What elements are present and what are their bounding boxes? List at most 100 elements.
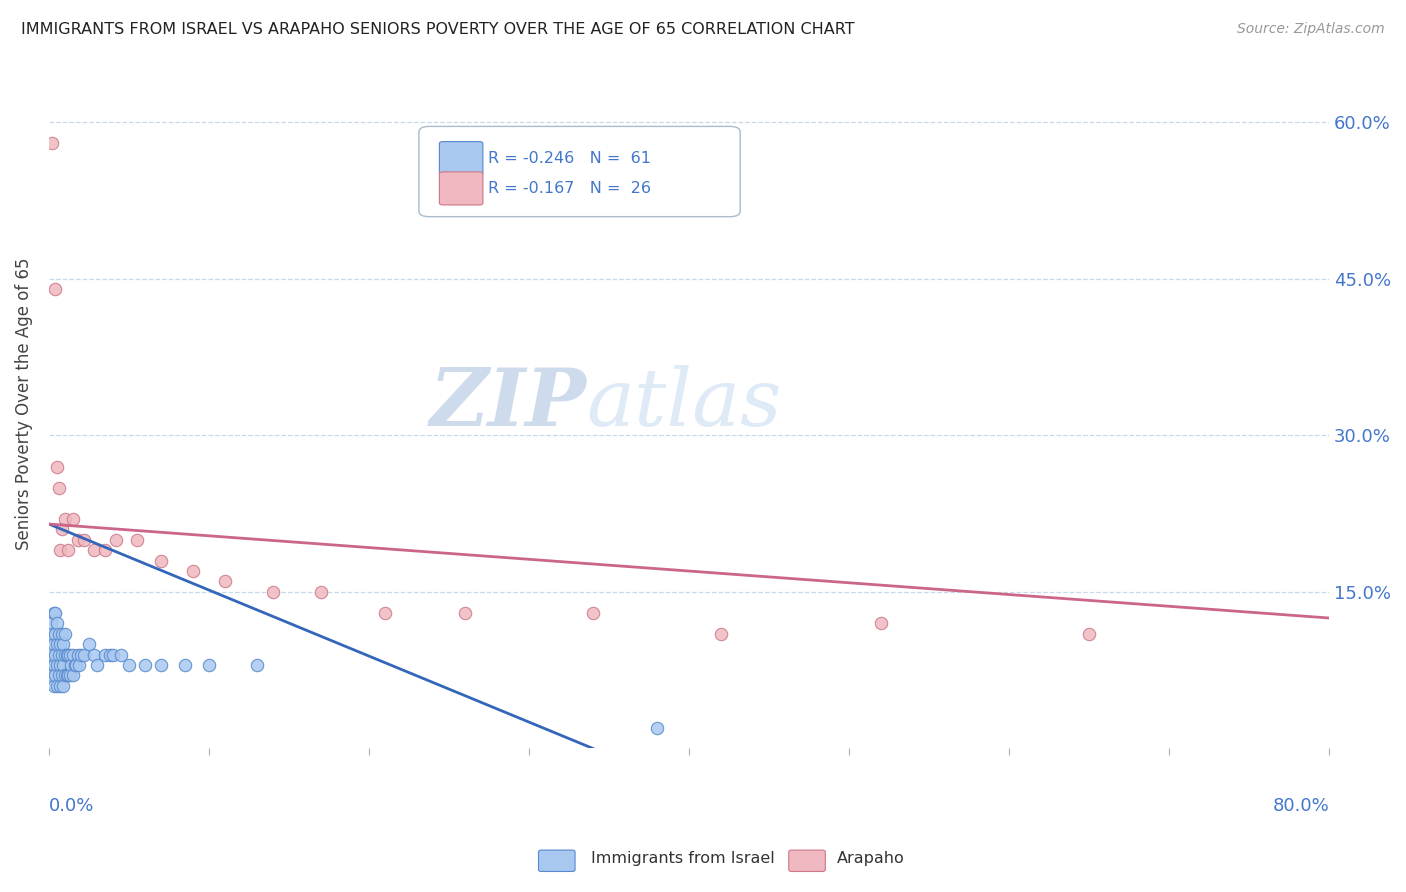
- Point: [149, 553, 172, 567]
- Point: [44, 626, 66, 640]
- Point: [41, 626, 63, 640]
- Point: [73, 648, 96, 662]
- Y-axis label: Seniors Poverty Over the Age of 65: Seniors Poverty Over the Age of 65: [15, 258, 32, 550]
- Point: [44, 648, 66, 662]
- Text: Arapaho: Arapaho: [837, 851, 904, 865]
- Point: [42, 657, 65, 672]
- Point: [59, 668, 82, 682]
- Point: [53, 626, 76, 640]
- Point: [105, 533, 128, 547]
- Point: [77, 637, 100, 651]
- Point: [46, 637, 69, 651]
- Point: [53, 668, 76, 682]
- Point: [51, 648, 73, 662]
- Point: [49, 679, 72, 693]
- Point: [94, 543, 117, 558]
- Text: R = -0.167   N =  26: R = -0.167 N = 26: [488, 181, 651, 196]
- Point: [49, 543, 72, 558]
- FancyBboxPatch shape: [440, 142, 482, 175]
- Point: [710, 626, 733, 640]
- Point: [51, 626, 73, 640]
- Point: [214, 574, 236, 589]
- Point: [48, 648, 70, 662]
- Point: [60, 657, 83, 672]
- Point: [55, 648, 77, 662]
- Text: Source: ZipAtlas.com: Source: ZipAtlas.com: [1237, 22, 1385, 37]
- Point: [181, 564, 204, 578]
- Point: [262, 585, 284, 599]
- Point: [41, 668, 63, 682]
- Point: [41, 136, 63, 150]
- Point: [42, 606, 65, 620]
- Point: [62, 648, 84, 662]
- Point: [98, 648, 121, 662]
- Point: [86, 657, 108, 672]
- Point: [870, 616, 893, 631]
- Point: [53, 512, 76, 526]
- Point: [52, 679, 75, 693]
- Point: [44, 668, 66, 682]
- Point: [582, 606, 605, 620]
- Text: atlas: atlas: [586, 366, 782, 442]
- Point: [46, 459, 69, 474]
- Point: [70, 648, 93, 662]
- Point: [49, 637, 72, 651]
- Point: [42, 679, 65, 693]
- Point: [83, 543, 105, 558]
- Text: IMMIGRANTS FROM ISRAEL VS ARAPAHO SENIORS POVERTY OVER THE AGE OF 65 CORRELATION: IMMIGRANTS FROM ISRAEL VS ARAPAHO SENIOR…: [21, 22, 855, 37]
- Point: [67, 657, 90, 672]
- Point: [174, 657, 197, 672]
- Point: [63, 657, 86, 672]
- FancyBboxPatch shape: [419, 127, 740, 217]
- Text: 0.0%: 0.0%: [49, 797, 94, 814]
- Point: [52, 637, 75, 651]
- Point: [246, 657, 269, 672]
- Point: [51, 522, 73, 536]
- Point: [39, 616, 62, 631]
- Point: [44, 282, 66, 296]
- Point: [39, 657, 62, 672]
- Point: [55, 668, 77, 682]
- Text: Immigrants from Israel: Immigrants from Israel: [591, 851, 775, 865]
- Point: [83, 648, 105, 662]
- Point: [56, 543, 79, 558]
- Point: [48, 668, 70, 682]
- Point: [134, 657, 156, 672]
- Point: [149, 657, 172, 672]
- Point: [110, 648, 132, 662]
- Point: [48, 626, 70, 640]
- Point: [374, 606, 396, 620]
- Text: ZIP: ZIP: [430, 366, 586, 442]
- Point: [53, 648, 76, 662]
- Point: [52, 657, 75, 672]
- FancyBboxPatch shape: [440, 172, 482, 205]
- Point: [66, 533, 89, 547]
- Point: [51, 668, 73, 682]
- Point: [49, 657, 72, 672]
- Point: [66, 648, 89, 662]
- Point: [118, 657, 141, 672]
- Point: [46, 657, 69, 672]
- Point: [59, 648, 82, 662]
- Point: [1078, 626, 1101, 640]
- Point: [46, 616, 69, 631]
- Point: [65, 657, 87, 672]
- Point: [198, 657, 221, 672]
- Text: 80.0%: 80.0%: [1272, 797, 1329, 814]
- Point: [94, 648, 117, 662]
- Point: [454, 606, 477, 620]
- Point: [56, 648, 79, 662]
- Point: [125, 533, 148, 547]
- Point: [41, 648, 63, 662]
- Point: [101, 648, 124, 662]
- Point: [62, 512, 84, 526]
- Point: [46, 679, 69, 693]
- Point: [62, 668, 84, 682]
- Point: [42, 637, 65, 651]
- Text: R = -0.246   N =  61: R = -0.246 N = 61: [488, 151, 651, 166]
- Point: [645, 721, 668, 735]
- Point: [73, 533, 96, 547]
- Point: [309, 585, 332, 599]
- Point: [56, 668, 79, 682]
- Point: [48, 481, 70, 495]
